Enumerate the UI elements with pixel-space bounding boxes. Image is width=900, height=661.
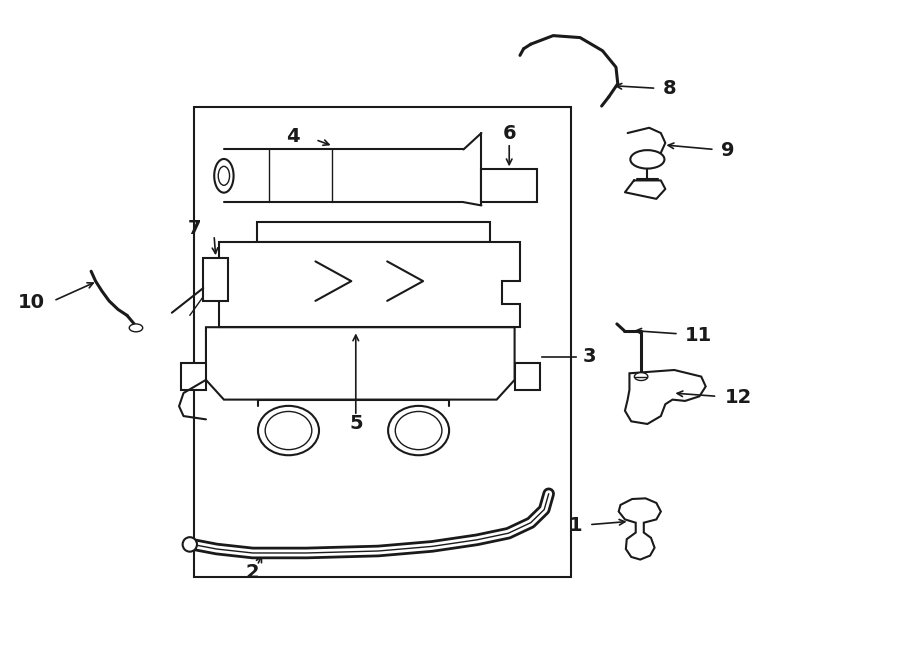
Text: 2: 2	[246, 563, 259, 582]
Polygon shape	[625, 370, 706, 424]
Text: 1: 1	[569, 516, 583, 535]
Text: 6: 6	[502, 124, 516, 143]
Ellipse shape	[258, 406, 319, 455]
Polygon shape	[618, 498, 661, 560]
Polygon shape	[206, 327, 515, 400]
Polygon shape	[219, 242, 520, 327]
Ellipse shape	[214, 159, 234, 192]
Text: 3: 3	[583, 347, 597, 366]
Polygon shape	[515, 364, 540, 390]
Text: 12: 12	[724, 388, 751, 407]
Ellipse shape	[395, 411, 442, 449]
Text: 5: 5	[349, 414, 363, 434]
Ellipse shape	[266, 411, 311, 449]
Text: 7: 7	[187, 219, 201, 238]
Ellipse shape	[218, 167, 230, 185]
Text: 11: 11	[685, 326, 712, 344]
Polygon shape	[257, 222, 490, 242]
Text: 9: 9	[721, 141, 734, 161]
Text: 10: 10	[17, 293, 44, 313]
Ellipse shape	[634, 373, 648, 381]
Ellipse shape	[183, 537, 197, 552]
Bar	[194, 106, 572, 577]
Ellipse shape	[130, 324, 143, 332]
Polygon shape	[203, 258, 229, 301]
Ellipse shape	[630, 150, 664, 169]
Text: 8: 8	[662, 79, 676, 98]
Text: 4: 4	[286, 127, 300, 146]
Bar	[482, 169, 537, 202]
Polygon shape	[181, 364, 206, 390]
Ellipse shape	[388, 406, 449, 455]
